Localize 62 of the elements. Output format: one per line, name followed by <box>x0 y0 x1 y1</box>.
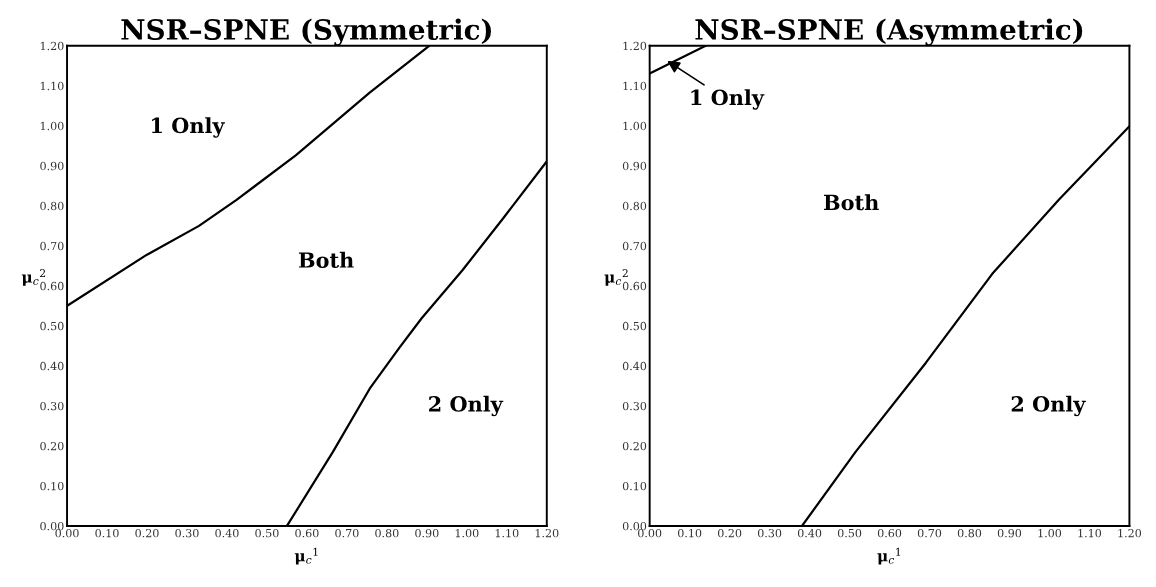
annotation: Both <box>298 251 354 268</box>
x-tick-label: 0.40 <box>215 528 239 538</box>
x-tick-label: 0.20 <box>135 528 159 538</box>
y-tick-label: 1.10 <box>40 81 64 91</box>
x-tick-label: 0.90 <box>415 528 439 538</box>
x-tick-label: 0.30 <box>175 528 199 538</box>
y-tick-label: 0.10 <box>622 481 647 491</box>
y-tick-label: 0.50 <box>622 321 647 331</box>
x-tick-label: 0.50 <box>837 528 862 538</box>
x-tick-label: 0.80 <box>957 528 982 538</box>
x-tick-label: 0.90 <box>997 528 1022 538</box>
y-tick-label: 0.40 <box>622 361 647 371</box>
y-tick-label: 0.80 <box>40 201 64 211</box>
y-tick-label: 1.00 <box>623 121 647 131</box>
y-tick-label: 0.90 <box>40 161 64 171</box>
x-tick-label: 1.00 <box>1038 528 1062 538</box>
y-tick-label: 0.30 <box>40 401 64 411</box>
y-tick-label: 0.10 <box>40 481 64 491</box>
x-tick-label: 1.10 <box>1078 528 1102 538</box>
x-tick-label: 1.00 <box>455 528 479 538</box>
y-tick-label: 0.70 <box>40 241 64 251</box>
x-tick-label: 0.70 <box>335 528 359 538</box>
x-tick-label: 0.30 <box>757 528 782 538</box>
y-tick-label: 0.20 <box>40 441 64 451</box>
x-tick-label: 1.20 <box>1118 528 1142 538</box>
x-tick-label: 0.10 <box>678 528 702 538</box>
y-tick-label: 0.30 <box>622 401 647 411</box>
x-axis-title: μ$_{c}$$^{1}$ <box>294 547 318 565</box>
y-tick-label: 0.70 <box>622 241 647 251</box>
y-tick-label: 0.80 <box>622 201 647 211</box>
x-tick-label: 0.40 <box>797 528 822 538</box>
x-tick-label: 0.60 <box>877 528 902 538</box>
y-tick-label: 1.20 <box>623 41 647 51</box>
x-tick-label: 0.80 <box>375 528 399 538</box>
y-tick-label: 0.60 <box>40 281 64 291</box>
x-tick-label: 0.50 <box>255 528 279 538</box>
chart-title: NSR–SPNE (Asymmetric) <box>695 18 1083 46</box>
y-tick-label: 0.90 <box>622 161 647 171</box>
x-tick-label: 0.00 <box>55 528 79 538</box>
y-tick-label: 0.60 <box>622 281 647 291</box>
y-tick-label: 1.20 <box>40 41 64 51</box>
x-tick-label: 0.60 <box>295 528 319 538</box>
y-tick-label: 0.20 <box>622 441 647 451</box>
x-tick-label: 0.20 <box>717 528 742 538</box>
y-tick-label: 0.40 <box>40 361 64 371</box>
annotation: 1 Only <box>691 89 765 110</box>
annotation: 2 Only <box>429 395 504 417</box>
x-tick-label: 1.10 <box>495 528 519 538</box>
y-tick-label: 1.10 <box>623 81 647 91</box>
chart-title: NSR–SPNE (Symmetric) <box>121 18 492 46</box>
annotation: Both <box>824 194 879 211</box>
y-tick-label: 1.00 <box>40 121 64 131</box>
y-tick-label: 0.00 <box>40 521 64 531</box>
x-axis-title: μ$_{c}$$^{1}$ <box>877 547 901 565</box>
x-tick-label: 0.00 <box>638 528 662 538</box>
x-tick-label: 0.10 <box>95 528 119 538</box>
x-tick-label: 0.70 <box>917 528 942 538</box>
y-tick-label: 0.50 <box>40 321 64 331</box>
annotation: 2 Only <box>1011 395 1086 417</box>
annotation: 1 Only <box>151 117 226 138</box>
y-tick-label: 0.00 <box>622 521 647 531</box>
x-tick-label: 1.20 <box>535 528 559 538</box>
